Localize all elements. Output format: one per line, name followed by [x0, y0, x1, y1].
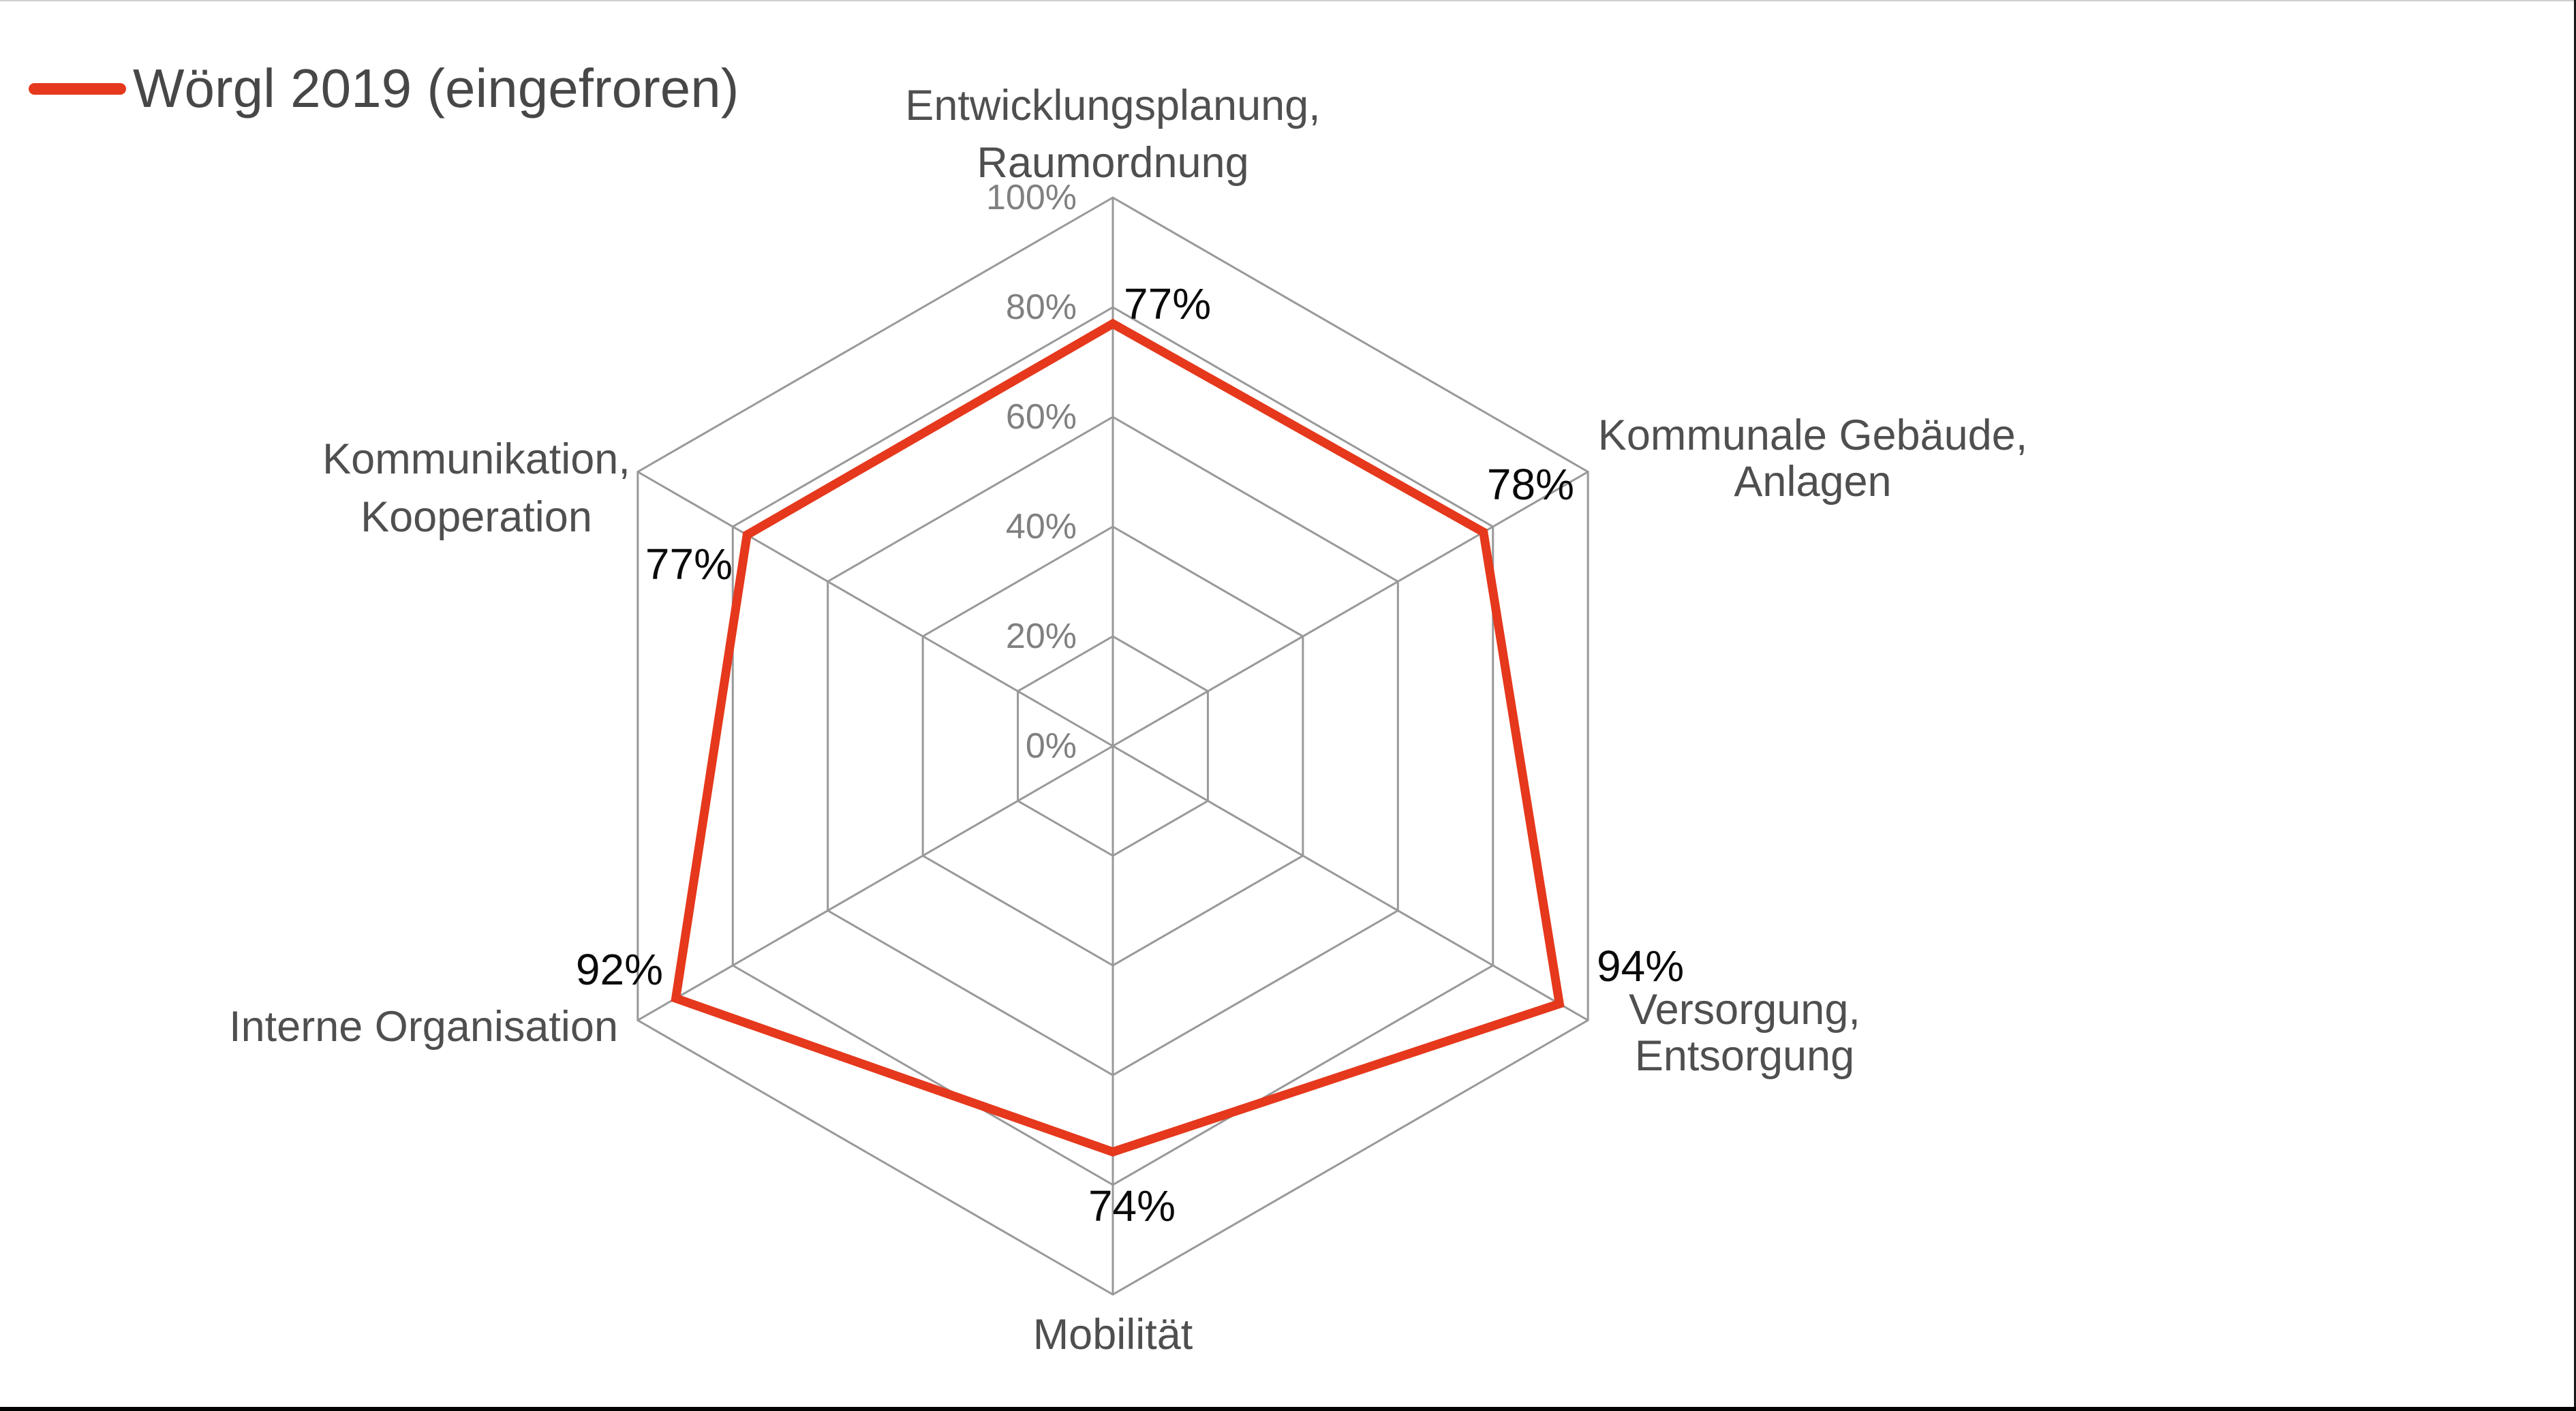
radial-tick-label: 60% — [1006, 397, 1077, 437]
grid-spoke — [1112, 471, 1589, 747]
legend-line-swatch — [29, 82, 126, 95]
data-value-label: 74% — [1088, 1181, 1176, 1230]
data-value-label: 94% — [1597, 942, 1684, 991]
radial-tick-label: 0% — [1026, 726, 1077, 766]
category-axis-label: Kommunikation, — [322, 435, 630, 483]
data-value-label: 78% — [1487, 460, 1574, 509]
grid-spoke — [637, 745, 1114, 1021]
category-axis-label: Interne Organisation — [229, 1003, 618, 1051]
category-axis-label: Raumordnung — [977, 139, 1248, 187]
category-axis-label: Versorgung, — [1629, 986, 1860, 1034]
grid-spoke — [637, 471, 1114, 747]
category-axis-label: Anlagen — [1734, 458, 1891, 506]
legend-series-label: Wörgl 2019 (eingefroren) — [133, 58, 739, 119]
chart-legend: Wörgl 2019 (eingefroren) — [29, 59, 739, 119]
category-axis-label: Entwicklungsplanung, — [905, 82, 1320, 129]
radial-tick-label: 40% — [1006, 507, 1077, 546]
radial-tick-label: 100% — [986, 178, 1077, 217]
category-axis-label: Kooperation — [361, 493, 592, 541]
data-value-label: 77% — [645, 540, 733, 589]
right-border-line — [2574, 0, 2576, 1411]
category-axis-label: Mobilität — [1033, 1311, 1193, 1359]
top-border-line — [0, 0, 2576, 1]
bottom-border-line — [0, 1407, 2576, 1411]
category-axis-label: Kommunale Gebäude, — [1598, 412, 2027, 459]
radial-tick-label: 20% — [1006, 617, 1077, 656]
grid-spoke — [1112, 745, 1589, 1021]
series-polygon — [671, 318, 1565, 1157]
category-axis-label: Entsorgung — [1635, 1032, 1854, 1080]
data-value-label: 77% — [1124, 279, 1211, 328]
data-value-label: 92% — [576, 945, 663, 994]
radial-tick-label: 80% — [1006, 288, 1077, 327]
